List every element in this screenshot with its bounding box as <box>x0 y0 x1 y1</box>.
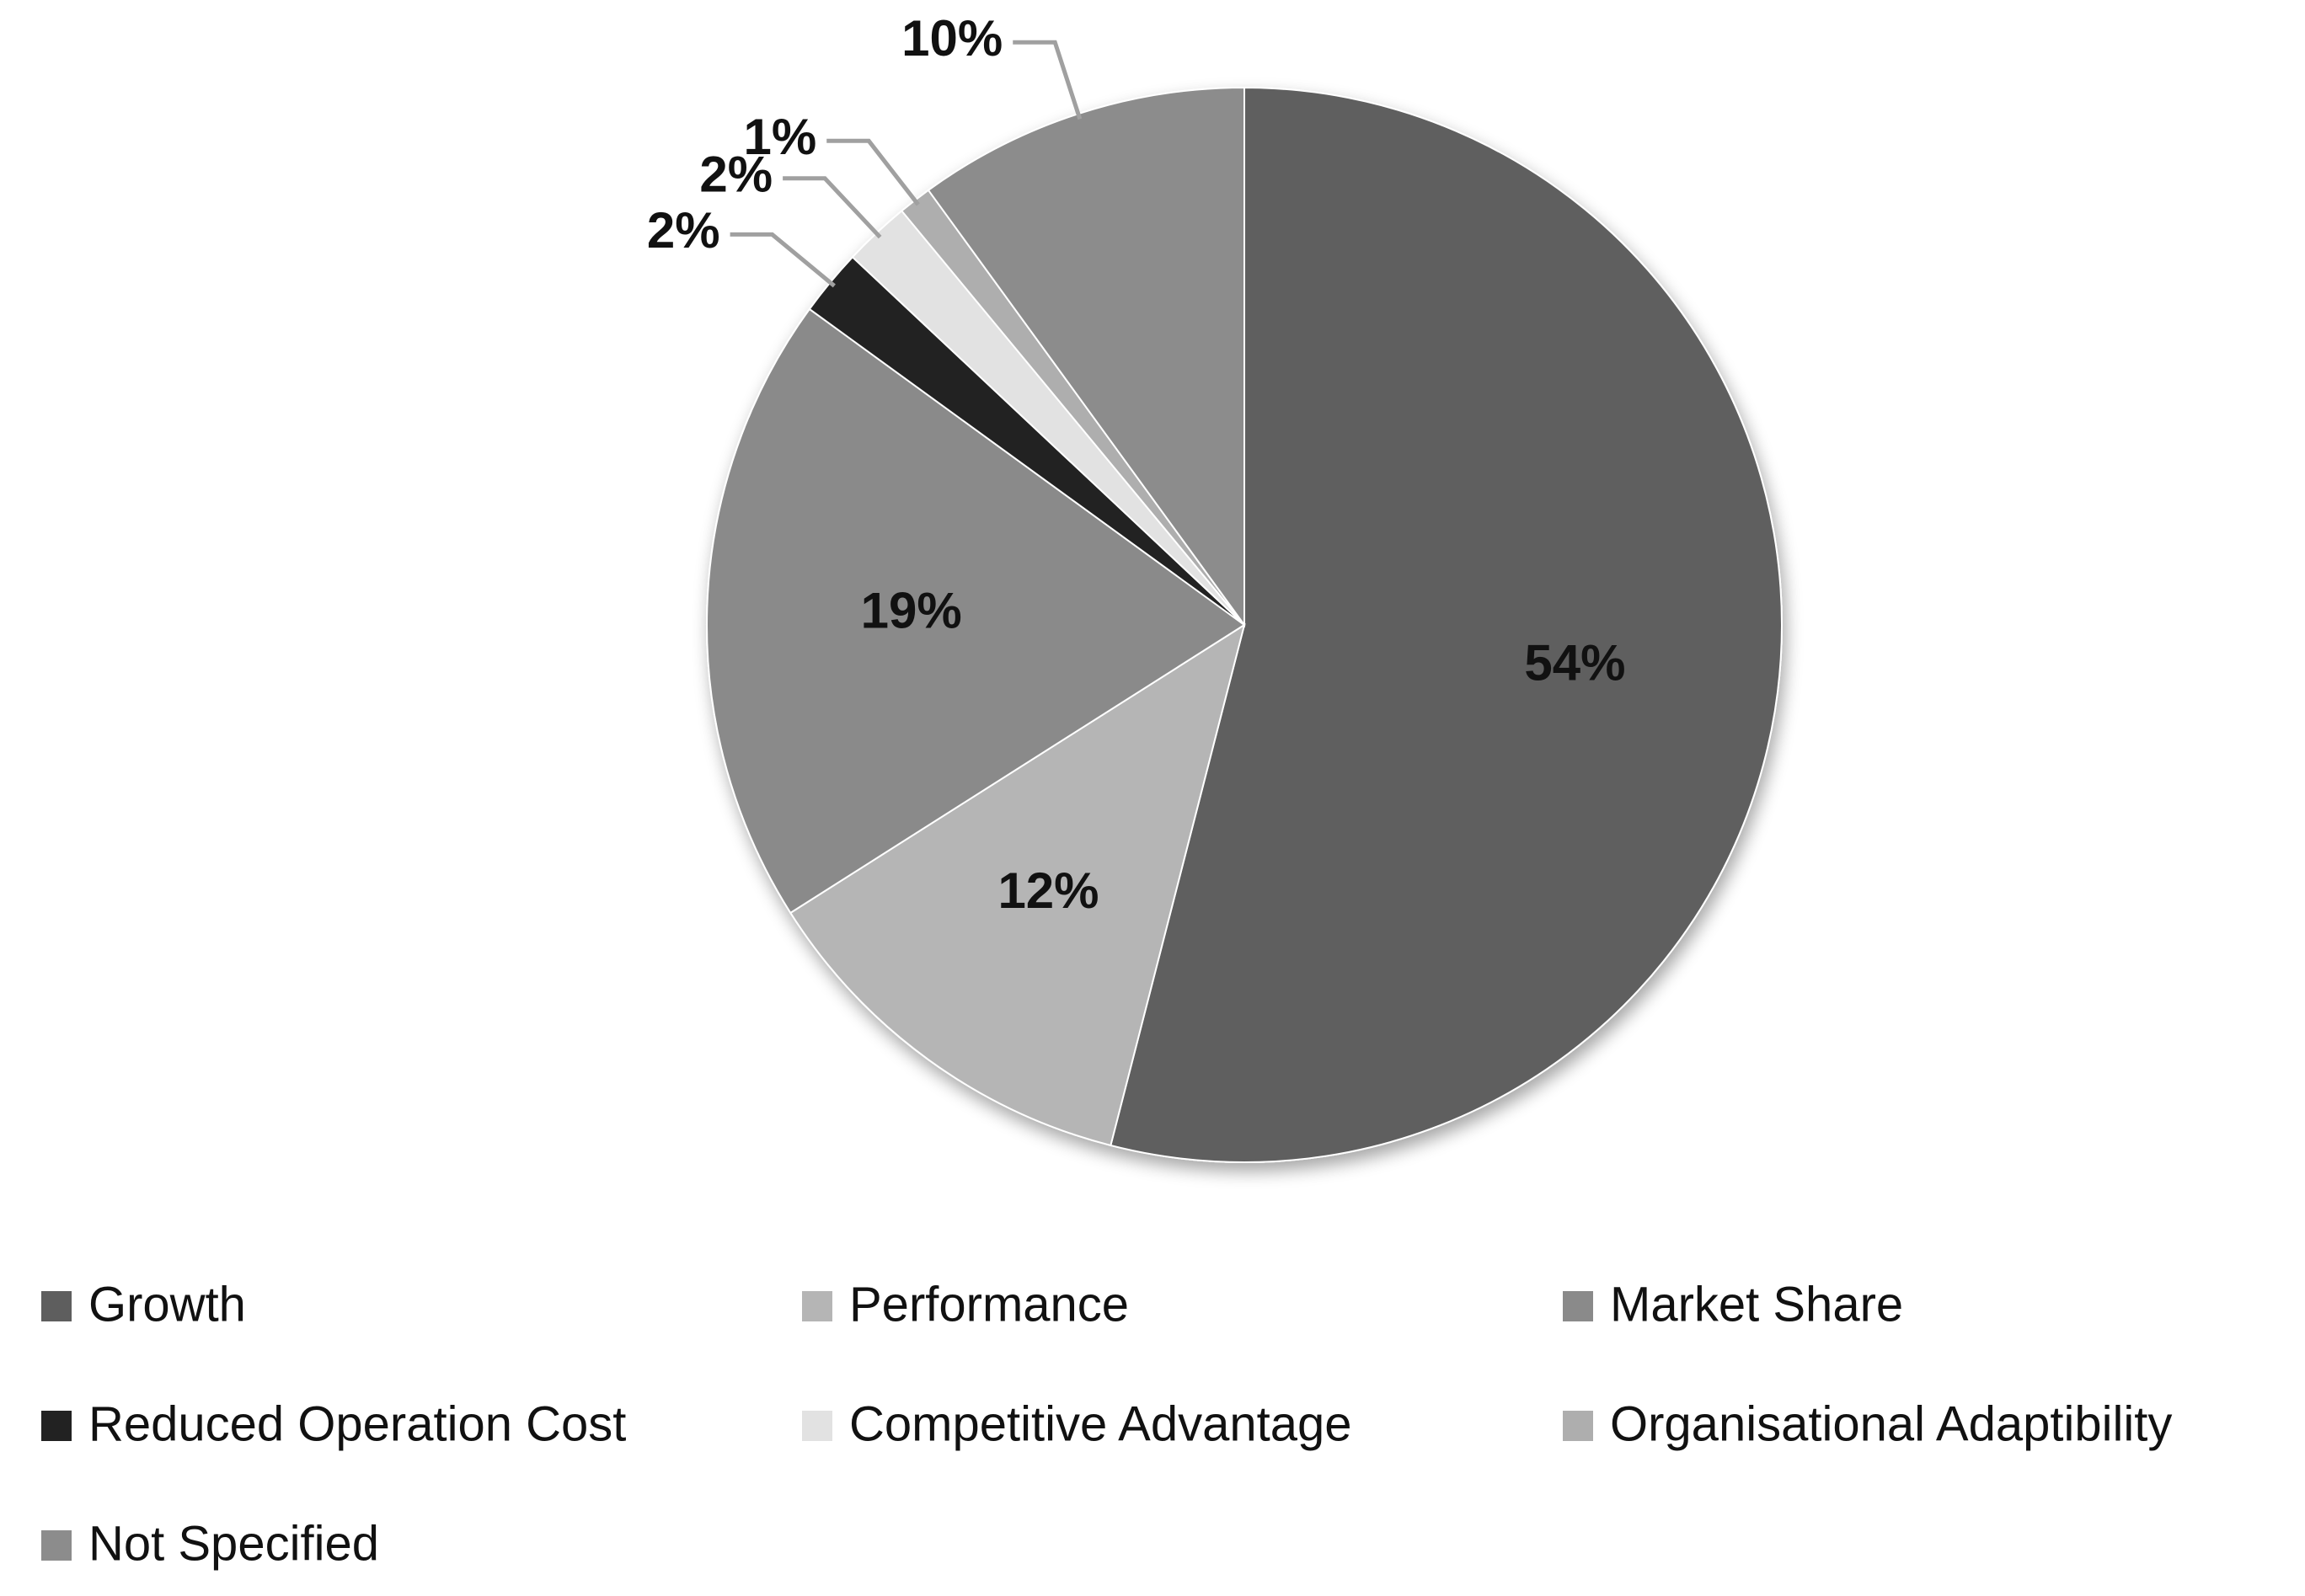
legend-label: Market Share <box>1610 1277 1903 1332</box>
legend-swatch <box>41 1530 72 1561</box>
legend-label: Growth <box>88 1277 246 1332</box>
legend-swatch <box>1563 1411 1593 1441</box>
legend-swatch <box>41 1411 72 1441</box>
legend-swatch <box>802 1291 832 1321</box>
legend-label: Organisational Adaptibility <box>1610 1396 2172 1451</box>
data-label: 2% <box>647 202 720 259</box>
data-label: 10% <box>901 10 1003 67</box>
legend-label: Reduced Operation Cost <box>88 1396 626 1451</box>
pie-slice <box>1110 86 1783 1163</box>
leader-line <box>826 138 920 206</box>
data-label: 2% <box>699 147 773 203</box>
legend: Growth Performance Market Share Reduced Ope… <box>41 1277 2172 1571</box>
legend-label: Performance <box>849 1277 1129 1332</box>
leader-line <box>783 176 882 239</box>
data-label: 12% <box>997 862 1099 919</box>
pie-slice <box>706 307 1246 915</box>
labels: 54%12%19%2%2%1%10% <box>647 10 1626 919</box>
legend-label: Competitive Advantage <box>849 1396 1351 1451</box>
pie <box>706 86 1783 1163</box>
data-label: 19% <box>861 582 962 638</box>
legend-label: Not Specified <box>88 1516 379 1571</box>
data-label: 54% <box>1524 634 1625 691</box>
legend-swatch <box>41 1291 72 1321</box>
legend-swatch <box>1563 1291 1593 1321</box>
pie-slice <box>789 622 1246 1147</box>
data-label: 1% <box>744 109 817 165</box>
leader-line <box>730 232 836 288</box>
leader-line <box>1013 40 1083 120</box>
legend-swatch <box>802 1411 832 1441</box>
